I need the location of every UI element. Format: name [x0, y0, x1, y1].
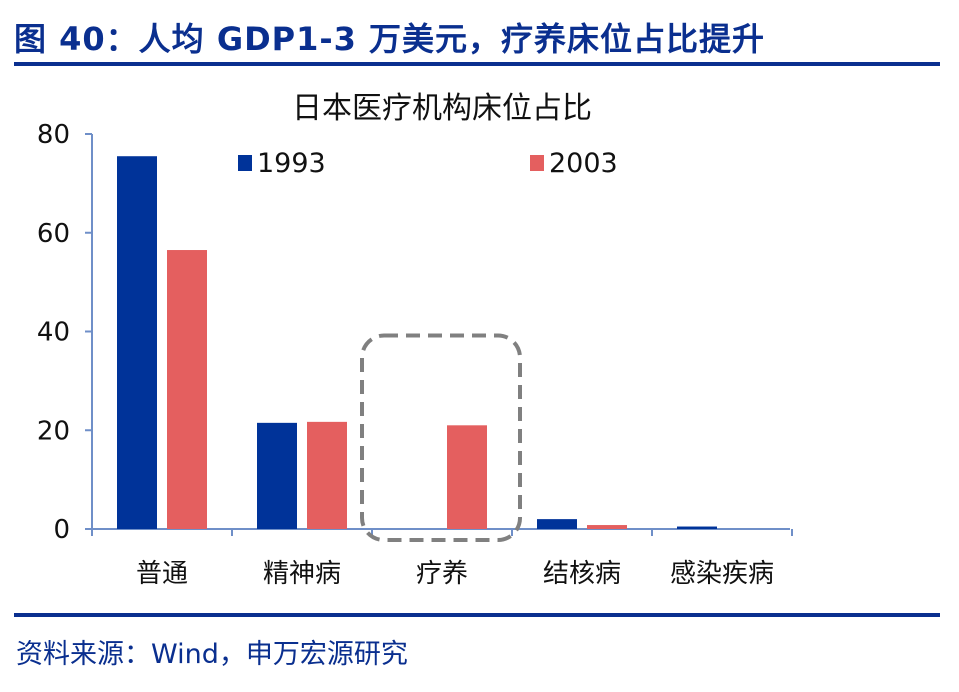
- bar-2003: [307, 421, 347, 529]
- legend: 1993 2003: [238, 148, 618, 179]
- y-tick-label: 60: [37, 219, 70, 249]
- y-tick-label: 80: [37, 120, 70, 150]
- title-rule: [14, 62, 940, 66]
- bars: [117, 156, 717, 529]
- legend-label-1993: 1993: [257, 148, 326, 179]
- bar-1993: [117, 156, 157, 529]
- bar-1993: [537, 519, 577, 529]
- highlight-box: [360, 333, 522, 542]
- x-axis: 普通 精神病 疗养 结核病 感染疾病: [91, 528, 793, 589]
- bar-chart: 日本医疗机构床位占比 0 20 40 60 80 普通 精神病 疗养 结核病 感染疾病 1993…: [37, 91, 793, 589]
- y-axis: 0 20 40 60 80: [37, 120, 93, 545]
- y-tick-label: 20: [37, 416, 70, 446]
- bar-2003: [587, 525, 627, 529]
- legend-swatch-2003: [530, 155, 544, 171]
- y-tick-label: 40: [37, 318, 70, 348]
- source-note: 资料来源：Wind，申万宏源研究: [16, 639, 408, 670]
- bar-1993: [257, 422, 297, 529]
- figure-title: 图 40：人均 GDP1-3 万美元，疗养床位占比提升: [14, 20, 766, 58]
- x-tick-label: 感染疾病: [670, 559, 774, 589]
- footer-rule: [14, 613, 940, 617]
- bar-2003: [167, 250, 207, 529]
- x-tick-label: 结核病: [543, 559, 621, 589]
- x-tick-label: 精神病: [263, 559, 341, 589]
- y-tick-label: 0: [53, 515, 70, 545]
- x-tick-label: 普通: [136, 559, 188, 589]
- bar-1993: [677, 526, 717, 529]
- chart-title: 日本医疗机构床位占比: [292, 91, 592, 126]
- legend-swatch-1993: [238, 155, 252, 171]
- x-tick-label: 疗养: [416, 559, 468, 589]
- bar-2003: [447, 425, 487, 529]
- legend-label-2003: 2003: [549, 148, 618, 179]
